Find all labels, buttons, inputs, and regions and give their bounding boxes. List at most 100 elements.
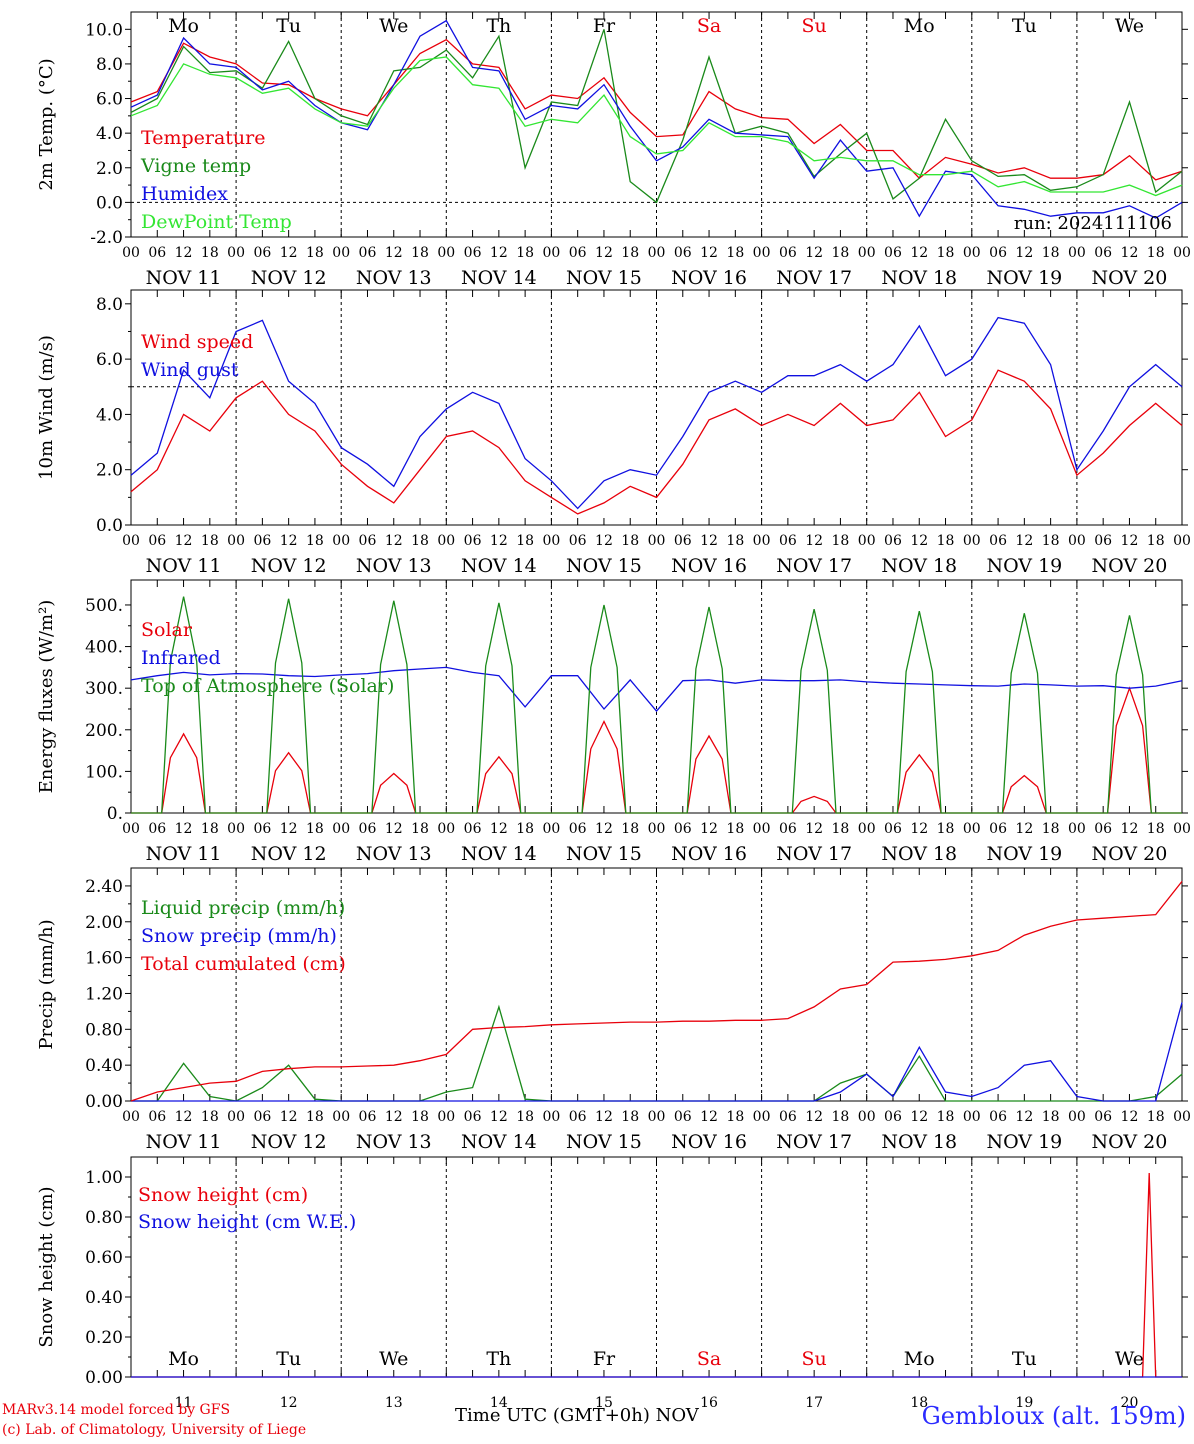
y-tick-label: -2.0 — [90, 228, 123, 248]
hour-tick-label: 12 — [280, 533, 298, 549]
hour-tick-label: 18 — [411, 245, 429, 261]
hour-tick-label: 06 — [464, 1109, 482, 1125]
legend-entry: Snow height (cm) — [138, 1184, 308, 1206]
hour-tick-label: 12 — [595, 821, 613, 837]
hour-tick-label: 00 — [332, 1109, 350, 1125]
day-number-label: 15 — [595, 1395, 613, 1411]
hour-tick-label: 00 — [122, 821, 140, 837]
series-line-humidex — [130, 19, 1183, 219]
day-number-label: 13 — [385, 1395, 403, 1411]
hour-tick-label: 06 — [674, 821, 692, 837]
date-label: NOV 19 — [986, 267, 1062, 289]
date-label: NOV 12 — [251, 1131, 327, 1153]
hour-tick-label: 18 — [201, 1109, 219, 1125]
hour-tick-label: 00 — [858, 245, 876, 261]
hour-tick-label: 00 — [227, 533, 245, 549]
date-label: NOV 11 — [146, 555, 222, 577]
hour-tick-label: 06 — [779, 821, 797, 837]
hour-tick-label: 00 — [1173, 533, 1191, 549]
date-label: NOV 19 — [986, 843, 1062, 865]
date-label: NOV 16 — [671, 1131, 747, 1153]
day-number-label: 20 — [1121, 1395, 1139, 1411]
hour-tick-label: 00 — [858, 1109, 876, 1125]
weekday-label: We — [379, 1348, 408, 1370]
hour-tick-label: 18 — [621, 1109, 639, 1125]
hour-tick-label: 12 — [910, 533, 928, 549]
hour-tick-label: 18 — [832, 245, 850, 261]
hour-tick-label: 00 — [332, 533, 350, 549]
hour-tick-label: 06 — [884, 821, 902, 837]
hour-tick-label: 12 — [595, 245, 613, 261]
hour-tick-label: 12 — [700, 533, 718, 549]
y-tick-label: 2.40 — [85, 877, 123, 897]
date-label: NOV 18 — [881, 843, 957, 865]
hour-tick-label: 00 — [332, 821, 350, 837]
hour-tick-label: 00 — [1173, 821, 1191, 837]
panel-energy: 0. 100. 200. 300. 400. 500. Energy fluxes (W/m… — [36, 579, 1191, 865]
day-number-label: 16 — [700, 1395, 718, 1411]
run-annotation: run: 2024111106 — [1014, 213, 1172, 234]
hour-tick-label: 12 — [1121, 821, 1139, 837]
hour-tick-label: 00 — [753, 533, 771, 549]
hour-tick-label: 12 — [490, 533, 508, 549]
hour-tick-label: 18 — [1042, 245, 1060, 261]
hour-tick-label: 00 — [1068, 821, 1086, 837]
hour-tick-label: 06 — [569, 533, 587, 549]
hour-tick-label: 00 — [437, 533, 455, 549]
hour-tick-label: 18 — [516, 821, 534, 837]
footer-credit-line2: (c) Lab. of Climatology, University of L… — [2, 1422, 307, 1438]
hour-tick-label: 18 — [1042, 1109, 1060, 1125]
y-axis-label: Snow height (cm) — [36, 1186, 57, 1347]
date-label: NOV 18 — [881, 1131, 957, 1153]
legend-entry: Snow height (cm W.E.) — [138, 1211, 356, 1233]
hour-tick-label: 12 — [490, 1109, 508, 1125]
hour-tick-label: 18 — [937, 821, 955, 837]
hour-tick-label: 18 — [937, 245, 955, 261]
date-label: NOV 19 — [986, 555, 1062, 577]
hour-tick-label: 18 — [937, 1109, 955, 1125]
hour-tick-label: 00 — [542, 533, 560, 549]
y-axis-label: 2m Temp. (°C) — [36, 58, 57, 190]
hour-tick-label: 06 — [779, 533, 797, 549]
hour-tick-label: 12 — [1015, 1109, 1033, 1125]
legend-entry: Infrared — [141, 647, 221, 669]
hour-tick-label: 12 — [175, 533, 193, 549]
series-line-wind-gust — [130, 316, 1183, 510]
hour-tick-label: 00 — [227, 1109, 245, 1125]
series-line-total-cumulated-cm- — [130, 880, 1183, 1102]
weekday-label: We — [1115, 15, 1144, 37]
hour-tick-label: 06 — [148, 245, 166, 261]
footer-station: Gembloux (alt. 159m) — [921, 1402, 1186, 1430]
day-number-label: 14 — [490, 1395, 508, 1411]
hour-tick-label: 06 — [359, 1109, 377, 1125]
hour-tick-label: 18 — [201, 533, 219, 549]
hour-tick-label: 00 — [648, 1109, 666, 1125]
date-label: NOV 14 — [461, 555, 537, 577]
weekday-label: We — [1115, 1348, 1144, 1370]
date-label: NOV 20 — [1092, 1131, 1168, 1153]
hour-tick-label: 18 — [516, 1109, 534, 1125]
hour-tick-label: 12 — [1015, 821, 1033, 837]
hour-tick-label: 06 — [779, 1109, 797, 1125]
series-line-top-of-atmosphere-solar- — [131, 596, 1182, 814]
hour-tick-label: 18 — [832, 533, 850, 549]
y-tick-label: 500. — [85, 596, 123, 616]
hour-tick-label: 00 — [122, 1109, 140, 1125]
hour-tick-label: 06 — [569, 1109, 587, 1125]
y-tick-label: 4.0 — [96, 124, 123, 144]
weekday-label: Mo — [168, 15, 199, 37]
weekday-label: Mo — [904, 15, 935, 37]
hour-tick-label: 06 — [779, 245, 797, 261]
date-label: NOV 16 — [671, 555, 747, 577]
y-tick-label: 2.0 — [96, 159, 123, 179]
hour-tick-label: 18 — [726, 245, 744, 261]
hour-tick-label: 12 — [280, 821, 298, 837]
hour-tick-label: 18 — [411, 1109, 429, 1125]
panel-wind: 0.0 2.0 4.0 6.0 8.0 10m Wind (m/s) 00 06 12 18 00 0… — [36, 289, 1191, 577]
legend-entry: Humidex — [141, 183, 228, 205]
hour-tick-label: 12 — [1121, 1109, 1139, 1125]
hour-tick-label: 00 — [858, 821, 876, 837]
hour-tick-label: 18 — [201, 245, 219, 261]
legend-entry: Liquid precip (mm/h) — [141, 897, 345, 919]
y-tick-label: 8.0 — [96, 295, 123, 315]
